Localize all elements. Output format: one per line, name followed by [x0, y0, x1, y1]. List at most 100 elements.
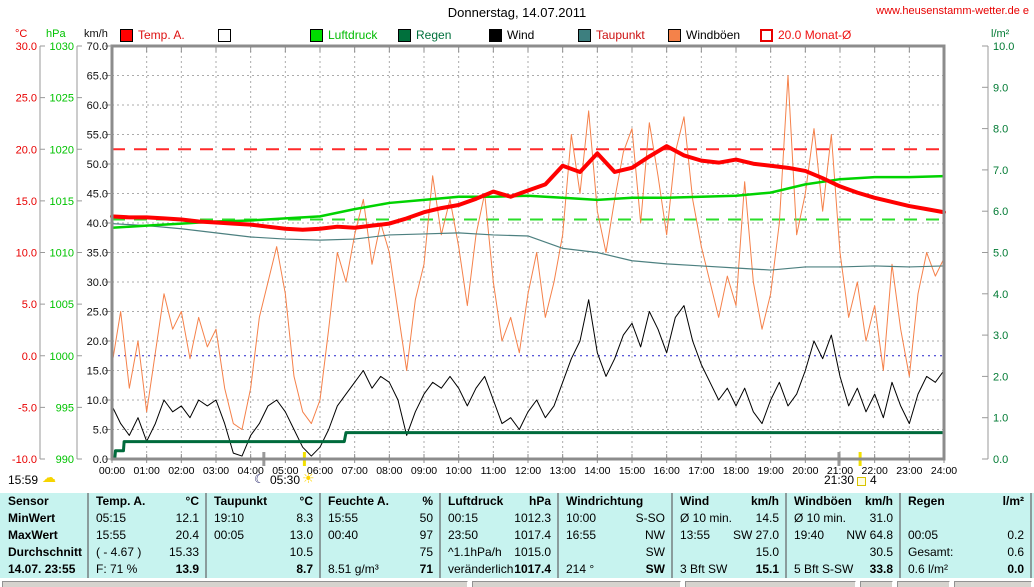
legend-item-temp: Temp. A. [120, 28, 185, 42]
svg-text:8.0: 8.0 [993, 124, 1008, 136]
regen-row-1-label: 00:05 [908, 528, 939, 542]
series-taupunkt [111, 222, 945, 271]
legend-item-monat: 20.0 Monat-Ø [760, 28, 851, 42]
svg-text:60.0: 60.0 [87, 100, 108, 112]
temp-row-3: F: 71 % 13.9 [90, 561, 205, 578]
wind-axis-unit: km/h [84, 28, 108, 40]
series-windboeen [111, 75, 945, 430]
pressure-axis-unit: hPa [46, 28, 66, 40]
row-label-1: MinWert [2, 510, 87, 527]
svg-text:0.0: 0.0 [93, 454, 108, 466]
svg-text:12:00: 12:00 [515, 465, 541, 477]
series-wind [111, 299, 945, 457]
website-link[interactable]: www.heusenstamm-wetter.de e [876, 5, 1029, 17]
windboeen-row-1-value: NW 64.8 [846, 528, 893, 542]
svg-text:14:00: 14:00 [584, 465, 610, 477]
regen-row-2-value: 0.6 [1007, 545, 1024, 559]
feuchte-row-3-value: 71 [419, 562, 433, 576]
temp-row-3-value: 13.9 [175, 562, 199, 576]
row-label-0-label: Sensor [8, 494, 49, 508]
svg-text:55.0: 55.0 [87, 130, 108, 142]
sensor-stats-table: Sensor MinWert MaxWert Durchschnitt 14.07. 2… [0, 493, 1034, 580]
svg-text:19:00: 19:00 [758, 465, 784, 477]
temp-row-3-label: F: 71 % [96, 562, 138, 576]
svg-text:5.0: 5.0 [22, 299, 37, 311]
svg-text:50.0: 50.0 [87, 159, 108, 171]
svg-text:02:00: 02:00 [168, 465, 194, 477]
moon-phase-icon [857, 477, 866, 486]
svg-text:17:00: 17:00 [688, 465, 714, 477]
svg-text:23:00: 23:00 [896, 465, 922, 477]
windrichtung-row-3-value: SW [645, 562, 665, 576]
table-col-windrichtung: Windrichtung 10:00 S-SO 16:55 NW SW 214 ° SW [560, 493, 673, 578]
svg-text:40.0: 40.0 [87, 218, 108, 230]
svg-text:3.0: 3.0 [993, 330, 1008, 342]
statusbar-segment-2 [685, 581, 856, 587]
statusbar-segment-0 [2, 581, 468, 587]
feuchte-header-label: Feuchte A. [328, 494, 389, 508]
windrichtung-row-0-label: 10:00 [566, 511, 597, 525]
page-title: Donnerstag, 14.07.2011 [447, 5, 587, 20]
svg-text:1005: 1005 [50, 299, 74, 311]
windboeen-row-3: 5 Bft S-SW 33.8 [788, 561, 899, 578]
moon-phase-value: 4 [870, 473, 877, 487]
luftdruck-header-label: Luftdruck [448, 494, 504, 508]
temp-row-0-label: 05:15 [96, 511, 127, 525]
svg-text:990: 990 [56, 454, 74, 466]
weather-chart: 00:00 01:00 02:00 03:00 04:00 05:00 06:00 07:00… [12, 41, 1015, 477]
svg-text:30.0: 30.0 [87, 277, 108, 289]
taupunkt-row-3: 8.7 [208, 561, 319, 578]
luftdruck-row-2-label: ^1.1hPa/h [448, 545, 502, 559]
svg-text:5.0: 5.0 [993, 248, 1008, 260]
svg-text:09:00: 09:00 [411, 465, 437, 477]
legend-item-luftdruck: Luftdruck [310, 28, 377, 42]
taupunkt-header-value: °C [299, 494, 313, 508]
windrichtung-row-0-value: S-SO [635, 511, 665, 525]
legend-swatch-temp [120, 28, 133, 42]
legend-swatch-luftdruck [310, 28, 323, 42]
feuchte-row-1: 00:40 97 [322, 527, 439, 544]
x-axis: 00:00 01:00 02:00 03:00 04:00 05:00 06:00 07:00… [99, 47, 957, 477]
svg-text:30.0: 30.0 [16, 41, 37, 53]
series-luftdruck [110, 174, 946, 229]
windboeen-header-value: km/h [864, 494, 893, 508]
wind-row-0-value: 14.5 [755, 511, 779, 525]
cloud-icon: ☁ [42, 469, 56, 485]
svg-text:15.0: 15.0 [16, 196, 37, 208]
statusbar-segment-3 [860, 581, 893, 587]
temp-axis: 30.0 25.0 20.0 15.0 10.0 5.0 0.0 -5.0 -10.0 [12, 41, 45, 466]
svg-text:10.0: 10.0 [993, 41, 1014, 53]
luftdruck-row-0-label: 00:15 [448, 511, 479, 525]
wind-row-1: 13:55 SW 27.0 [674, 527, 785, 544]
wind-row-3-label: 3 Bft SW [680, 562, 728, 576]
taupunkt-row-0: 19:10 8.3 [208, 510, 319, 527]
row-label-0: Sensor [2, 493, 87, 510]
statusbar-segment-5 [954, 581, 1032, 587]
windrichtung-row-1-value: NW [645, 528, 665, 542]
temp-row-1-label: 15:55 [96, 528, 127, 542]
svg-text:1010: 1010 [50, 248, 74, 260]
regen-row-2: Gesamt: 0.6 [902, 544, 1030, 561]
temp-row-2-value: 15.33 [168, 545, 199, 559]
svg-text:25.0: 25.0 [87, 307, 108, 319]
pressure-axis: 1030 1025 1020 1015 1010 1005 1000 995 990 [50, 41, 82, 466]
wind-row-0: Ø 10 min. 14.5 [674, 510, 785, 527]
temp-header-value: °C [185, 494, 199, 508]
legend-label-wind: Wind [507, 28, 535, 42]
regen-row-1: 00:05 0.2 [902, 527, 1030, 544]
row-label-3-label: Durchschnitt [8, 545, 83, 559]
svg-text:18:00: 18:00 [723, 465, 749, 477]
moonset-icon: ☾ [254, 472, 265, 486]
windrichtung-row-0: 10:00 S-SO [560, 510, 671, 527]
svg-text:11:00: 11:00 [481, 465, 507, 477]
windrichtung-header-label: Windrichtung [566, 494, 644, 508]
regen-header-label: Regen [908, 494, 945, 508]
svg-text:9.0: 9.0 [993, 82, 1008, 94]
svg-text:1015: 1015 [50, 196, 74, 208]
windboeen-row-3-label: 5 Bft S-SW [794, 562, 854, 576]
grid-lines [112, 46, 944, 459]
windboeen-row-1-label: 19:40 [794, 528, 825, 542]
svg-text:13:00: 13:00 [550, 465, 576, 477]
windrichtung-row-3: 214 ° SW [560, 561, 671, 578]
